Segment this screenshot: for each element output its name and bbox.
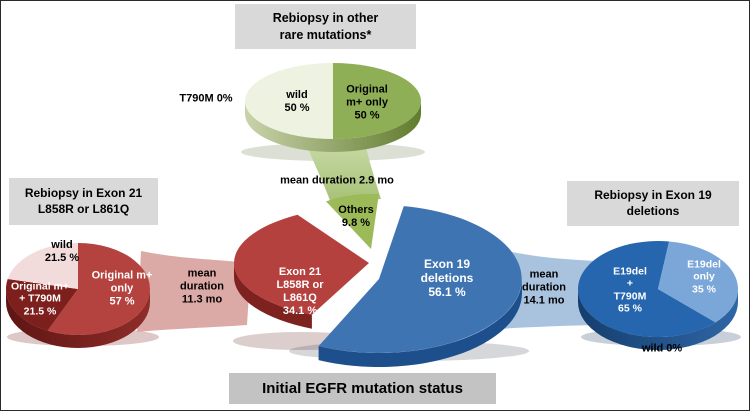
right-pie-slice-t790m (577, 241, 716, 338)
flow-ribbon-left-red (137, 251, 251, 332)
right-pie-side (578, 289, 738, 350)
center-slice-exon21-side (233, 263, 312, 329)
left-pie-side (6, 289, 150, 348)
left-pie-slice-original (47, 243, 150, 335)
top-pie-slice-wild (245, 63, 333, 139)
title-box-rare-mutations: Rebiopsy in other rare mutations* (235, 4, 416, 49)
left-pie-slice-wild (7, 243, 79, 289)
top-pie-side (245, 101, 421, 152)
right-pie-slice-only (658, 241, 738, 323)
center-slice-exon19-side (318, 279, 522, 368)
top-pie-slice-original (333, 63, 421, 139)
left-pie-slice-t790m (5, 279, 78, 331)
title-box-exon21: Rebiopsy in Exon 21 L858R or L861Q (9, 178, 158, 225)
title-box-exon19: Rebiopsy in Exon 19 deletions (567, 181, 739, 226)
center-slice-others (326, 193, 379, 249)
center-slice-exon21 (233, 214, 369, 315)
figure-title: Initial EGFR mutation status (229, 373, 496, 404)
flow-ribbon-right-blue (497, 249, 595, 329)
center-slice-exon19 (318, 206, 522, 353)
